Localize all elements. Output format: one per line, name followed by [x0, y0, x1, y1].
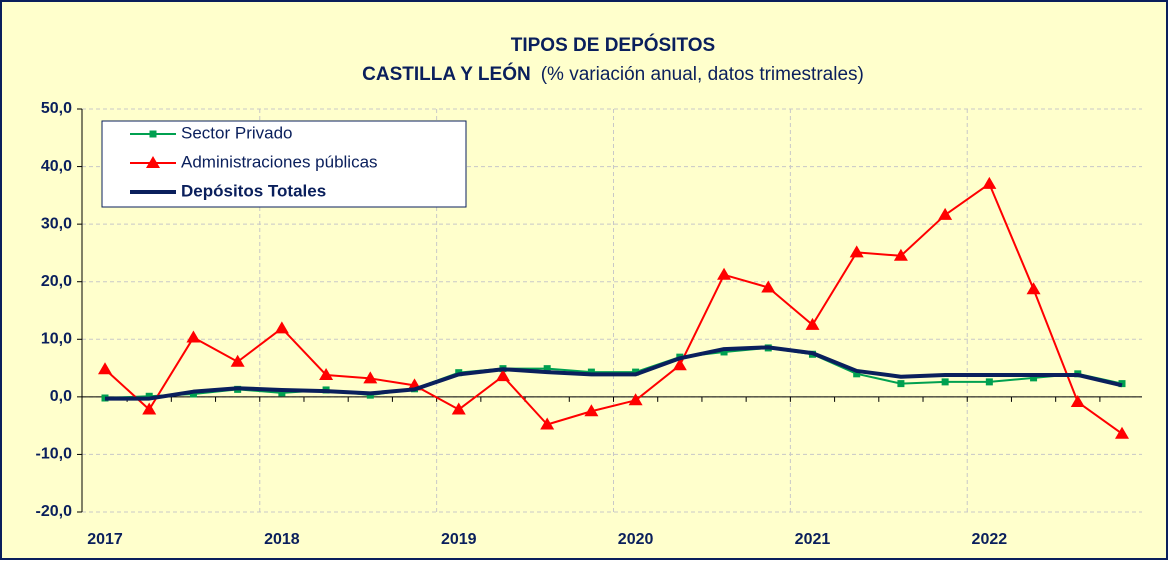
data-point	[189, 390, 197, 398]
y-tick-label: -20,0	[36, 503, 73, 520]
data-point	[145, 392, 153, 400]
data-point	[893, 248, 908, 261]
series-line	[104, 346, 1123, 400]
data-point	[717, 267, 732, 280]
x-tick-label: 2020	[618, 531, 654, 548]
x-tick-label: 2022	[972, 531, 1008, 548]
data-point	[720, 348, 728, 356]
x-tick-label: 2019	[441, 531, 477, 548]
y-tick-label: -10,0	[36, 446, 73, 463]
data-point	[540, 417, 555, 430]
legend-label: Administraciones públicas	[181, 152, 378, 171]
y-tick-label: 10,0	[41, 331, 72, 348]
data-point	[363, 371, 378, 384]
data-point	[805, 317, 820, 330]
legend-marker	[149, 130, 157, 138]
legend-label: Sector Privado	[181, 123, 293, 142]
y-tick-label: 20,0	[41, 273, 72, 290]
data-point	[98, 362, 112, 375]
data-point	[849, 245, 864, 258]
data-point	[1115, 426, 1129, 439]
y-tick-label: 30,0	[41, 215, 72, 232]
data-point	[1026, 282, 1041, 295]
series-line	[104, 182, 1123, 435]
legend-label: Depósitos Totales	[181, 181, 326, 200]
series-line	[105, 345, 1123, 401]
data-point	[897, 380, 905, 388]
data-point	[495, 369, 510, 382]
y-tick-label: 50,0	[41, 100, 72, 117]
chart-subtitle: CASTILLA Y LEÓN (% variación anual, datos…	[362, 63, 864, 85]
data-point	[587, 368, 595, 376]
data-point	[853, 370, 861, 378]
data-point	[584, 404, 599, 417]
subtitle-note: (% variación anual, datos trimestrales)	[541, 64, 864, 85]
data-point	[278, 389, 286, 397]
x-tick-label: 2017	[87, 531, 123, 548]
subtitle: CASTILLA Y LEÓN	[362, 63, 531, 85]
data-point	[274, 321, 289, 334]
data-point	[142, 402, 157, 415]
data-point	[230, 354, 245, 367]
data-point	[938, 207, 953, 220]
data-point	[543, 365, 551, 373]
legend-marker	[146, 156, 160, 168]
data-point	[628, 393, 643, 406]
data-point	[1070, 395, 1085, 408]
data-point	[985, 378, 993, 386]
x-tick-label: 2018	[264, 531, 300, 548]
data-point	[761, 280, 776, 293]
data-point	[941, 378, 949, 386]
data-point	[1030, 374, 1038, 382]
data-point	[451, 402, 466, 415]
x-tick-label: 2021	[795, 531, 831, 548]
data-point	[982, 176, 997, 189]
legend: Sector Privado Administraciones públicas D…	[101, 120, 467, 208]
data-point	[632, 368, 640, 376]
data-point	[672, 358, 687, 371]
data-point	[319, 367, 334, 380]
y-tick-label: 40,0	[41, 158, 72, 175]
chart-title: TIPOS DE DEPÓSITOS	[511, 34, 715, 56]
data-point	[186, 330, 201, 343]
y-tick-label: 0,0	[50, 388, 72, 405]
